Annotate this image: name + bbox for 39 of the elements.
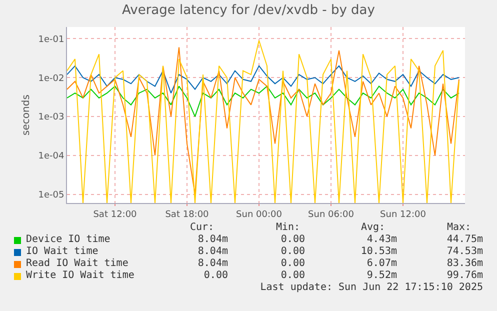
text: Last update: Sun Jun 22 17:15:10 2025 <box>260 282 483 294</box>
text: 10.53m <box>360 246 397 258</box>
text: 0.00 <box>204 270 228 282</box>
text: Avg: <box>361 222 386 234</box>
legend-label: IO Wait time <box>26 246 98 258</box>
x-tick-label: Sun 00:00 <box>236 210 282 220</box>
y-axis-title: seconds <box>21 94 32 136</box>
chart-title: Average latency for /dev/xvdb - by day <box>122 2 376 18</box>
y-tick-label: 1e-01 <box>38 34 64 45</box>
y-tick-label: 1e-03 <box>38 112 64 123</box>
text: 99.76m <box>446 270 483 282</box>
line-series <box>67 65 460 94</box>
text: Cur: <box>190 222 214 234</box>
legend-label: Write IO Wait time <box>26 270 134 282</box>
text: 74.53m <box>446 246 483 258</box>
x-tick-label: Sun 12:00 <box>380 210 426 220</box>
line-series <box>67 86 460 118</box>
text: 8.04m <box>198 234 228 246</box>
text: 44.75m <box>446 234 483 246</box>
text: Max: <box>447 222 472 234</box>
legend-label: Read IO Wait time <box>26 258 128 270</box>
y-tick-label: 1e-04 <box>38 152 64 162</box>
legend-label: Device IO time <box>26 234 110 246</box>
text: 4.43m <box>366 234 397 246</box>
text: 83.36m <box>446 258 483 270</box>
text: 0.00 <box>280 270 305 282</box>
text: 0.00 <box>280 246 305 258</box>
y-tick-label: 1e-02 <box>38 74 64 84</box>
x-tick-label: Sat 18:00 <box>165 210 210 220</box>
x-tick-label: Sun 06:00 <box>308 210 354 220</box>
text: 6.07m <box>366 258 397 270</box>
x-tick-label: Sat 12:00 <box>93 210 138 220</box>
text: 9.52m <box>366 270 397 282</box>
text: Min: <box>276 222 300 234</box>
text: 8.04m <box>198 258 228 270</box>
text: 0.00 <box>280 234 305 246</box>
text: 8.04m <box>198 246 228 258</box>
text: 0.00 <box>280 258 305 270</box>
y-tick-label: 1e-05 <box>38 190 64 201</box>
